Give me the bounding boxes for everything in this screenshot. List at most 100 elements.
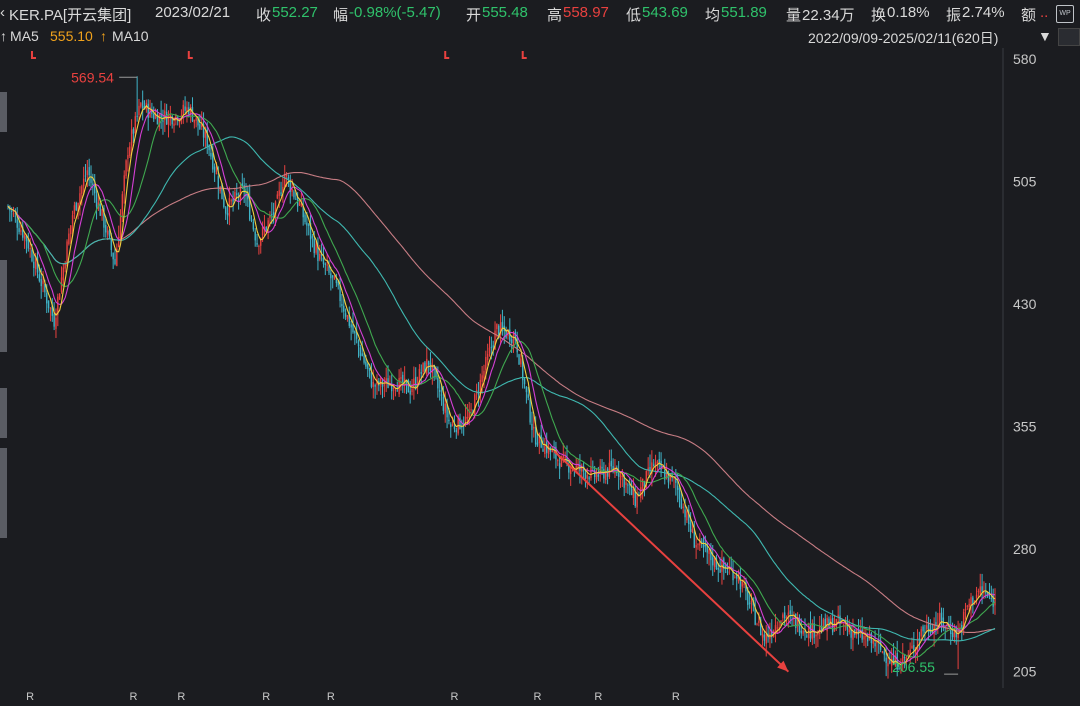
candle-body — [167, 114, 170, 126]
ma10-line — [7, 109, 996, 664]
ex-rights-marker — [521, 51, 527, 59]
candle-body — [68, 233, 70, 245]
candle-body — [938, 613, 941, 626]
candle-body — [106, 230, 109, 235]
candle-body — [424, 362, 426, 373]
candle-body — [103, 208, 105, 228]
candle-body — [717, 568, 719, 570]
candle-body — [675, 478, 677, 483]
close-value: 552.27 — [272, 4, 318, 21]
candle-body — [429, 362, 432, 371]
candle-body — [678, 487, 681, 500]
wp-icon[interactable]: WP — [1056, 5, 1074, 23]
candle-body — [488, 347, 491, 354]
candle-body — [433, 364, 435, 370]
candle-body — [761, 633, 764, 638]
candle-body — [916, 638, 919, 650]
candle-body — [254, 231, 256, 241]
candle-body — [459, 417, 461, 429]
back-icon[interactable]: ‹ — [0, 4, 5, 21]
candle-body — [512, 334, 515, 346]
candle-body — [282, 186, 284, 193]
candle-body — [833, 625, 836, 632]
candle-body — [726, 571, 729, 573]
candle-body — [396, 390, 398, 392]
dropdown-icon[interactable]: ▼ — [1038, 28, 1052, 44]
candle-body — [350, 324, 352, 328]
candle-body — [641, 478, 644, 491]
candle-body — [676, 485, 679, 490]
candle-body — [774, 625, 777, 634]
candle-body — [274, 201, 277, 218]
candle-body — [824, 618, 826, 629]
candle-body — [33, 261, 35, 268]
candle-body — [867, 637, 869, 642]
price-tick-label: 430 — [1013, 296, 1037, 312]
indicator-toggle-icon[interactable]: ↑ — [0, 28, 7, 44]
candle-body — [455, 429, 458, 433]
candle-body — [883, 651, 886, 655]
candle-body — [320, 253, 323, 256]
candle-body — [42, 280, 44, 284]
candle-body — [355, 331, 358, 339]
candle-body — [385, 378, 387, 383]
candle-body — [331, 275, 334, 278]
high-price-label: 569.54 — [71, 69, 114, 85]
open-label: 开 — [466, 7, 482, 24]
candle-body — [212, 153, 214, 170]
candle-body — [905, 657, 908, 661]
left-tool-tab-1[interactable] — [0, 92, 7, 132]
ma10-label[interactable]: MA10 — [112, 28, 149, 44]
candle-body — [313, 238, 315, 254]
candle-body — [394, 389, 397, 391]
ma120-line — [7, 171, 996, 633]
left-tool-tab-4[interactable] — [0, 448, 7, 538]
candle-body — [534, 426, 537, 445]
candle-body — [617, 470, 620, 477]
left-tool-tab-2[interactable] — [0, 260, 7, 352]
candle-body — [117, 236, 120, 248]
indicator-bar: ↑ MA5 555.10 ↑ MA10 2022/09/09-2025/02/1… — [0, 26, 1080, 48]
candle-body — [300, 203, 303, 207]
price-tick-label: 580 — [1013, 51, 1037, 67]
candle-body — [737, 575, 740, 582]
left-tool-tab-3[interactable] — [0, 388, 7, 438]
candle-body — [308, 224, 310, 226]
panel-toggle-button[interactable] — [1058, 28, 1080, 46]
candle-body — [518, 354, 520, 365]
candle-body — [545, 441, 548, 453]
candle-body — [544, 444, 546, 455]
candle-body — [584, 472, 587, 479]
candle-body — [483, 370, 485, 378]
candle-body — [304, 214, 306, 223]
candle-body — [448, 419, 450, 422]
candle-body — [186, 107, 188, 112]
candle-body — [689, 522, 692, 532]
candle-body — [295, 198, 297, 200]
candle-body — [407, 380, 410, 393]
candles-layer — [7, 76, 996, 679]
candle-body — [981, 586, 983, 592]
candle-body — [160, 113, 162, 118]
candle-body — [258, 245, 260, 247]
date-range[interactable]: 2022/09/09-2025/02/11(620日) — [808, 30, 999, 46]
candle-body — [260, 238, 262, 246]
candle-body — [70, 225, 72, 235]
candle-body — [492, 345, 494, 348]
candle-body — [900, 666, 902, 670]
candle-body — [138, 105, 140, 115]
candle-body — [632, 488, 635, 499]
candle-body — [263, 226, 266, 230]
candle-body — [837, 614, 839, 618]
candle-body — [217, 176, 220, 188]
candle-body — [58, 294, 61, 300]
candle-body — [747, 590, 749, 605]
amount-label: 额 — [1021, 7, 1037, 24]
candle-body — [586, 475, 588, 479]
candlestick-chart[interactable]: 580 505 430 355 280 205 569.54 206.55 R R R R R R R R R — [0, 48, 1080, 706]
ma5-label[interactable]: MA5 — [10, 28, 39, 44]
ex-rights-marker — [30, 51, 36, 59]
candle-body — [523, 379, 526, 385]
candle-body — [868, 633, 871, 640]
candle-body — [457, 415, 459, 434]
